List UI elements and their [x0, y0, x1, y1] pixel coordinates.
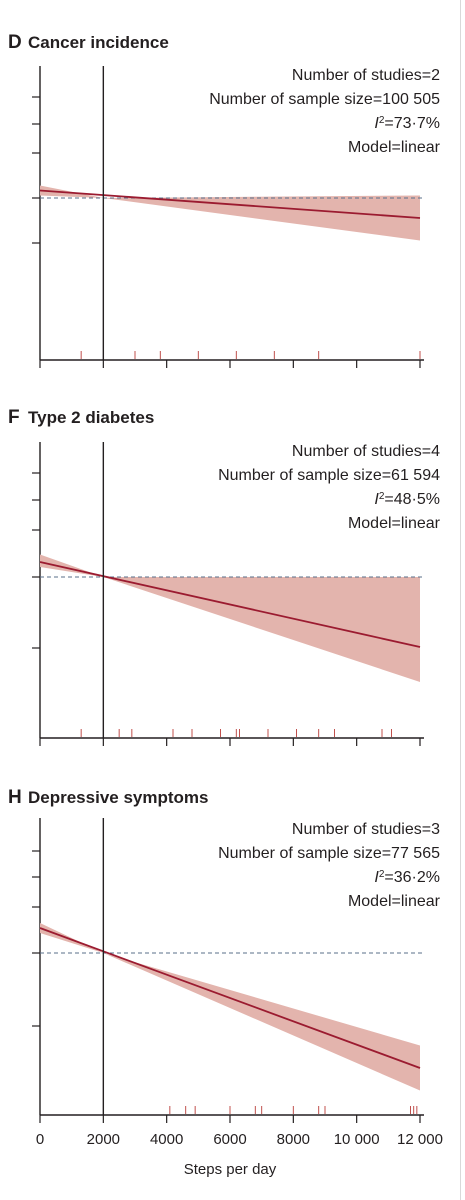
stat-i2-value: =48·5%: [384, 491, 440, 508]
panel-letter: H: [8, 787, 22, 808]
stat-i2: I2=36·2%: [374, 869, 440, 887]
stat-i2-symbol: I: [374, 115, 379, 132]
stat-model: Model=linear: [348, 139, 441, 156]
panel-f: F Type 2 diabetes Number of studies=4 Numbe…: [8, 407, 441, 746]
confidence-band: [40, 554, 420, 682]
stat-i2-value: =73·7%: [384, 115, 440, 132]
stat-i2: I2=73·7%: [374, 115, 440, 133]
stat-i2-superscript: 2: [379, 115, 385, 126]
estimate-line: [39, 927, 421, 1069]
stat-studies: Number of studies=2: [292, 67, 440, 84]
panel-d: D Cancer incidence Number of studies=2 Numb…: [8, 32, 441, 368]
panel-h: H Depressive symptoms Number of studies=3 N…: [8, 787, 441, 1123]
confidence-band: [40, 923, 420, 1091]
stat-i2-superscript: 2: [379, 869, 385, 880]
page-edge-rule: [460, 0, 461, 1200]
x-tick-label: 10 000: [334, 1131, 380, 1148]
x-tick-label: 12 000: [397, 1131, 443, 1148]
stat-model: Model=linear: [348, 893, 441, 910]
stat-i2-symbol: I: [374, 869, 379, 886]
stat-i2: I2=48·5%: [374, 491, 440, 509]
stat-sample-size: Number of sample size=61 594: [218, 467, 440, 484]
panel-letter: F: [8, 407, 20, 428]
confidence-band: [40, 185, 420, 241]
stat-i2-value: =36·2%: [384, 869, 440, 886]
x-tick-label: 2000: [87, 1131, 120, 1148]
stat-studies: Number of studies=4: [292, 443, 440, 460]
stat-sample-size: Number of sample size=100 505: [209, 91, 440, 108]
stat-studies: Number of studies=3: [292, 821, 440, 838]
stat-i2-symbol: I: [374, 491, 379, 508]
stat-sample-size: Number of sample size=77 565: [218, 845, 440, 862]
panel-title: Depressive symptoms: [28, 788, 208, 807]
stat-model: Model=linear: [348, 515, 441, 532]
x-axis-title: Steps per day: [184, 1161, 277, 1178]
stat-i2-superscript: 2: [379, 491, 385, 502]
x-tick-label: 6000: [213, 1131, 246, 1148]
x-tick-label: 4000: [150, 1131, 183, 1148]
panel-title: Cancer incidence: [28, 33, 169, 52]
panel-letter: D: [8, 32, 22, 53]
panel-title: Type 2 diabetes: [28, 408, 154, 427]
x-tick-label: 8000: [277, 1131, 310, 1148]
x-tick-label: 0: [36, 1131, 44, 1148]
